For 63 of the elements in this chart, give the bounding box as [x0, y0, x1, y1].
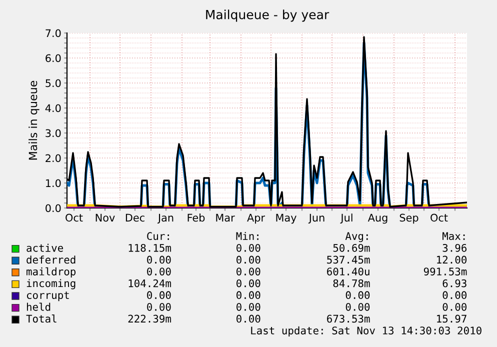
x-tick-label: Oct [430, 214, 448, 222]
text: 50.69m [333, 244, 370, 252]
text: 0.00 [147, 291, 171, 300]
legend-label: deferred [26, 256, 76, 264]
text: 84.78m [333, 279, 370, 288]
legend-label: Total [26, 314, 56, 323]
y-tick-label: 3.0 [46, 129, 61, 138]
text: 537.45m [327, 256, 370, 264]
text: 0.00 [236, 279, 260, 288]
text: 0.00 [346, 302, 370, 311]
text: 3.96 [442, 244, 467, 252]
text: 0.00 [236, 302, 260, 311]
x-tick-label: Apr [247, 214, 266, 224]
text: 601.40u [327, 268, 370, 276]
y-tick-label: 5.0 [46, 79, 61, 88]
text: 104.24m [128, 279, 171, 288]
text: 6.93 [442, 279, 466, 288]
y-tick-label: 4.0 [45, 104, 61, 112]
text: 0.00 [442, 291, 467, 300]
text: 15.97 [437, 314, 466, 323]
x-tick-label: Jan [157, 214, 174, 224]
text: 0.00 [236, 291, 260, 300]
x-tick-label: Nov [96, 214, 115, 222]
y-axis-title: Mails in queue [28, 80, 40, 160]
text: Min: [236, 232, 258, 240]
legend-label: maildrop [26, 267, 76, 278]
y-tick-label: 1.0 [46, 179, 61, 188]
text: 0.00 [236, 314, 260, 323]
text: Cur: [147, 232, 169, 240]
y-tick-label: 0.0 [46, 204, 61, 212]
y-tick-label: 7.0 [46, 29, 61, 38]
x-tick-label: May [276, 214, 296, 224]
text: 991.53m [424, 268, 467, 276]
legend-label: incoming [26, 279, 76, 290]
x-tick-label: Jul [340, 214, 352, 224]
text: 673.53m [327, 314, 370, 323]
text: 12.00 [437, 256, 467, 264]
x-tick-label: Dec [126, 214, 144, 222]
legend-label: active [26, 244, 64, 252]
x-tick-label: Feb [188, 214, 205, 222]
text: 0.00 [236, 256, 260, 264]
text: 222.39m [128, 314, 171, 323]
chart-title: Mailqueue - by year [206, 10, 330, 22]
legend-label: held [26, 302, 50, 311]
text: 0.00 [236, 244, 260, 252]
text: 118.15m [128, 244, 171, 252]
text: Last update: Sat Nov 13 14:30:03 2010 [251, 326, 482, 336]
text: Avg: [345, 232, 368, 242]
y-tick-label: 2.0 [46, 154, 61, 162]
legend-label: corrupt [26, 292, 69, 302]
text: 0.00 [236, 268, 260, 276]
text: 0.00 [346, 291, 370, 300]
text: 0.00 [147, 302, 171, 311]
x-tick-label: Oct [66, 214, 83, 222]
text: 0.00 [147, 268, 171, 276]
text: 0.00 [147, 256, 171, 264]
x-tick-label: Jun [308, 214, 324, 224]
x-tick-label: Aug [368, 214, 388, 224]
x-tick-label: Mar [216, 214, 235, 222]
text: 0.00 [442, 302, 467, 311]
text: Max: [442, 232, 465, 240]
y-tick-label: 6.0 [46, 54, 61, 62]
x-tick-label: Sep [400, 214, 418, 224]
